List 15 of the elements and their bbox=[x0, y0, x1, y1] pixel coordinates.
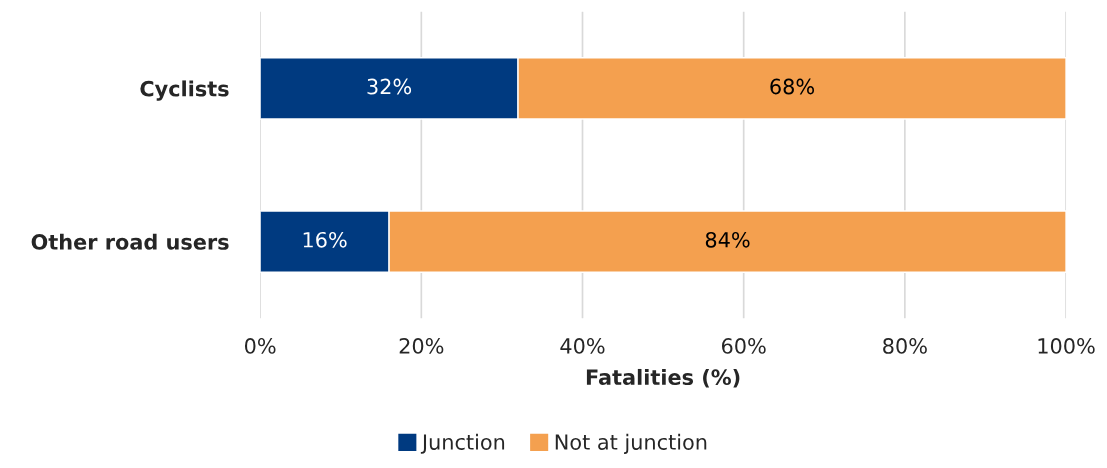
legend-label: Not at junction bbox=[555, 433, 707, 454]
y-tick-label: Other road users bbox=[31, 233, 229, 250]
x-tick-label: 100% bbox=[1038, 338, 1095, 354]
x-tick-label: 60% bbox=[721, 338, 766, 354]
y-tick-label: Cyclists bbox=[140, 80, 229, 101]
x-axis-title: Fatalities (%) bbox=[586, 368, 740, 388]
data-label: 84% bbox=[705, 231, 750, 248]
x-tick-label: 0% bbox=[244, 338, 276, 354]
data-label: 32% bbox=[367, 78, 412, 95]
x-tick-label: 80% bbox=[883, 338, 927, 354]
x-tick-label: 20% bbox=[399, 338, 444, 354]
data-label: 16% bbox=[303, 231, 347, 248]
x-tick-label: 40% bbox=[560, 338, 605, 354]
data-label: 68% bbox=[770, 78, 815, 95]
legend-label: Junction bbox=[420, 433, 505, 454]
